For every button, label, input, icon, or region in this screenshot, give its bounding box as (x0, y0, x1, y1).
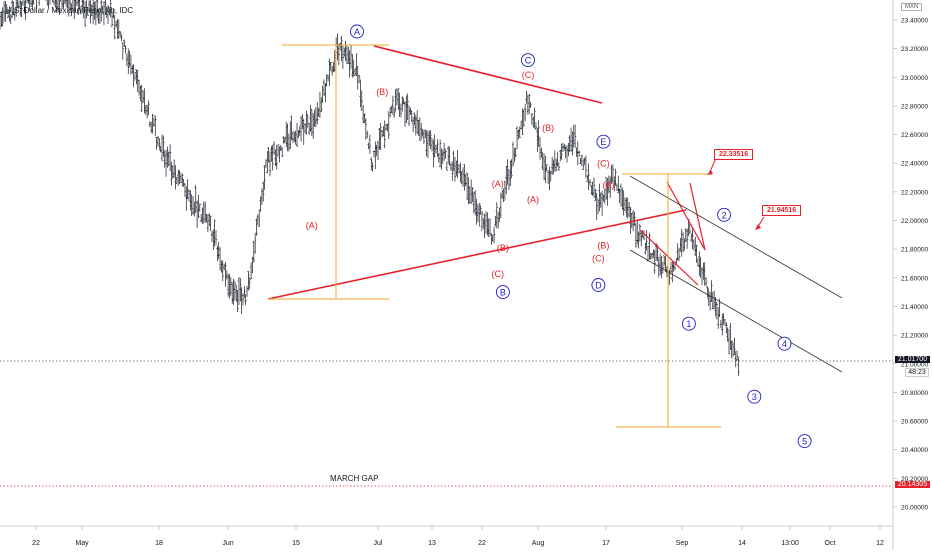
triangle-lower-line[interactable] (267, 209, 687, 300)
y-tick-label: 20.20000 (901, 476, 928, 483)
y-tick-label: 20.80000 (901, 390, 928, 397)
y-tick-label: 20.60000 (901, 419, 928, 426)
wave-primary-label: E (600, 137, 606, 147)
y-tick-label: 21.20000 (901, 333, 928, 340)
y-tick-label: 20.40000 (901, 447, 928, 454)
x-tick-label: 17 (602, 540, 610, 547)
wave-impulse-label-circle (681, 316, 696, 331)
y-tick-label: 23.00000 (901, 75, 928, 82)
x-tick-label: 15 (292, 540, 300, 547)
x-tick-label: Jul (374, 540, 383, 547)
x-tick-label: 14 (738, 540, 746, 547)
wave-sub-label: (B) (376, 87, 388, 97)
time-axis: 22 May 18 Jun 15 Jul 13 22 Aug 17 Sep 14 13:00 Oct 12 (32, 526, 884, 547)
triangle-drawings (267, 45, 706, 300)
x-tick-label: Oct (825, 540, 836, 547)
x-tick-label: 22 (32, 540, 40, 547)
wave-primary-label: C (525, 56, 532, 66)
channel-drawings (629, 175, 843, 373)
wave-sub-label: (C) (592, 253, 605, 263)
wave-labels: A B C D E 1 2 3 4 5 (B) (A) (A) (B) (C) (C) (B) (A) (C) (A)… (306, 24, 812, 449)
wave-impulse-label: 3 (752, 392, 757, 402)
channel-upper-line[interactable] (629, 175, 843, 299)
wave-sub-label: (B) (597, 240, 609, 250)
x-tick-label: 12 (876, 540, 884, 547)
x-tick-label: May (75, 540, 89, 547)
y-tick-label: 23.20000 (901, 46, 928, 53)
current-price-tag: 21.01700 (895, 356, 930, 363)
ohlc-bars (0, 0, 740, 377)
wave-primary-label-circle (591, 278, 606, 292)
wave-primary-label-circle (350, 24, 364, 39)
wave-sub-label: (A) (603, 180, 615, 190)
callout-22-33516[interactable]: 22.33516 (714, 149, 754, 160)
march-gap-label: MARCH GAP (330, 474, 378, 483)
wave-impulse-label-circle (747, 389, 762, 404)
y-tick-label: 21.80000 (901, 247, 928, 254)
callout-arrowhead-1 (707, 170, 713, 175)
wedge-e-lower[interactable] (639, 229, 699, 286)
y-tick-label: 20.00000 (901, 505, 928, 512)
x-tick-label: 13:00 (781, 540, 799, 547)
measure-drawings (268, 44, 721, 428)
wave-primary-label-circle (596, 134, 611, 149)
wave-sub-label: (B) (497, 243, 509, 253)
wave-impulse-label: 5 (802, 437, 807, 447)
y-tick-label: 21.40000 (901, 304, 928, 311)
price-axis: 23.40000 23.20000 23.00000 22.80000 22.60000… (893, 18, 928, 512)
y-tick-label: 22.00000 (901, 218, 928, 225)
wave-sub-label: (A) (306, 220, 318, 230)
x-tick-label: Jun (222, 540, 233, 547)
wave-impulse-label-circle (777, 336, 792, 351)
triangle-upper-line[interactable] (373, 45, 603, 104)
x-tick-label: Sep (676, 540, 689, 547)
y-tick-label: 21.00000 (901, 361, 928, 368)
symbol-title[interactable]: U.S. Dollar / Mexican Peso, 4h, IDC (6, 6, 134, 15)
countdown-timer: 48:23 (905, 368, 929, 377)
y-tick-label: 22.60000 (901, 132, 928, 139)
x-tick-label: 13 (428, 540, 436, 547)
wave-primary-label: D (595, 281, 602, 291)
wave-primary-label-circle (521, 53, 535, 68)
wave-sub-label: (C) (597, 159, 610, 169)
x-tick-label: 18 (155, 540, 163, 547)
y-tick-label: 23.40000 (901, 18, 928, 25)
currency-badge[interactable]: MXN (901, 3, 923, 11)
wave-impulse-label-circle (717, 207, 732, 222)
callout-21-94516[interactable]: 21.94516 (762, 205, 802, 216)
wave-sub-label: (C) (492, 269, 505, 279)
y-tick-label: 21.60000 (901, 275, 928, 282)
y-tick-label: 22.20000 (901, 189, 928, 196)
wave-primary-label: B (500, 288, 506, 298)
callout-arrows (707, 157, 765, 230)
y-tick-label: 22.80000 (901, 103, 928, 110)
wave-impulse-label: 4 (782, 339, 787, 349)
wave-impulse-label: 1 (686, 319, 691, 329)
wave-impulse-label: 2 (722, 210, 727, 220)
wave-impulse-label-circle (797, 434, 812, 449)
wave-primary-label-circle (495, 285, 510, 300)
x-tick-label: 22 (478, 540, 486, 547)
channel-lower-line[interactable] (629, 249, 843, 373)
wave-sub-label: (A) (492, 179, 504, 189)
wave-sub-label: (A) (527, 195, 539, 205)
wave-primary-label: A (354, 27, 360, 37)
march-gap-price-tag: 20.14305 (895, 481, 930, 488)
callout-arrowhead-2 (755, 224, 761, 230)
y-tick-label: 22.40000 (901, 161, 928, 168)
wave-sub-label: (C) (522, 70, 535, 80)
x-tick-label: Aug (532, 540, 545, 547)
wave-sub-label: (B) (542, 123, 554, 133)
